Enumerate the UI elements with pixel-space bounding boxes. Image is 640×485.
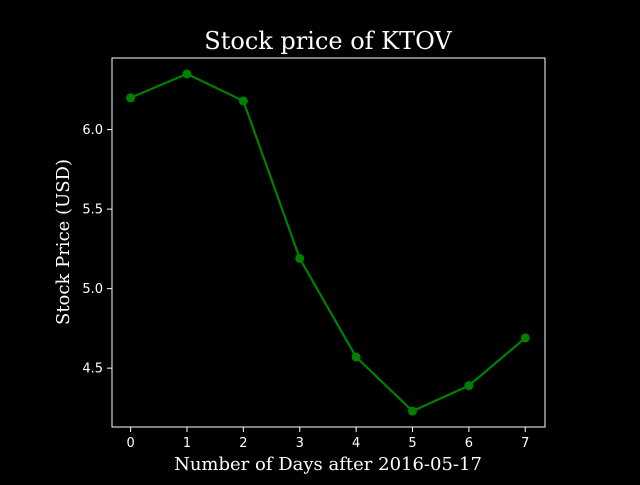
y-tick-label: 6.0	[82, 123, 103, 138]
ticks-layer: 0 1 2 3 4 5 6 7 4.5 5.0 5.5 6.0	[82, 123, 529, 451]
y-axis-label: Stock Price (USD)	[53, 159, 74, 325]
chart-title: Stock price of KTOV	[204, 27, 452, 55]
data-point	[351, 352, 361, 362]
x-tick-label: 2	[239, 436, 247, 451]
x-tick-label: 0	[126, 436, 134, 451]
x-tick-label: 1	[183, 436, 191, 451]
data-point	[238, 96, 248, 106]
data-point	[126, 93, 136, 103]
data-point	[182, 69, 192, 79]
y-tick-label: 4.5	[82, 362, 103, 377]
x-tick-label: 7	[521, 436, 529, 451]
plot-area-frame	[111, 57, 546, 428]
x-tick-label: 6	[465, 436, 473, 451]
y-tick-label: 5.0	[82, 282, 103, 297]
data-point	[520, 333, 530, 343]
y-tick-label: 5.5	[82, 203, 103, 218]
data-point	[408, 406, 418, 416]
x-axis-label: Number of Days after 2016-05-17	[174, 454, 482, 475]
series-line	[130, 72, 526, 413]
x-tick-label: 5	[408, 436, 416, 451]
series-layer	[126, 69, 530, 416]
data-point	[295, 253, 305, 263]
data-point	[464, 381, 474, 391]
x-tick-label: 3	[296, 436, 304, 451]
x-tick-label: 4	[352, 436, 360, 451]
